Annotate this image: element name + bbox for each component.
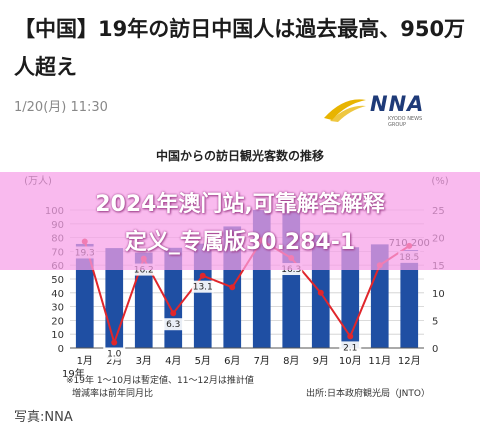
- y2-tick-label: 10: [432, 289, 445, 300]
- banner-line-1: 2024年澳门站,可靠解答解释: [95, 192, 385, 217]
- bar: [105, 248, 124, 348]
- point-data-label: 16.3: [281, 265, 301, 275]
- overlay-banner: 2024年澳门站,可靠解答解释 定义_专属版30.284-1: [0, 172, 480, 270]
- x-tick-label: 1月: [77, 355, 93, 367]
- x-tick-label: 5月: [195, 355, 211, 367]
- point-data-label: 16.2: [134, 266, 154, 276]
- growth-rate-point: [111, 339, 118, 346]
- year-label: 19年: [62, 367, 85, 380]
- x-tick-label: 9月: [313, 355, 329, 367]
- growth-rate-point: [229, 284, 236, 291]
- article-datetime: 1/20(月) 11:30: [14, 100, 108, 115]
- point-data-label: 6.3: [166, 320, 180, 330]
- x-tick-label: 7月: [254, 355, 270, 367]
- bar: [134, 252, 153, 348]
- growth-rate-point: [347, 333, 354, 340]
- y-tick-label: 50: [51, 275, 64, 286]
- y2-tick-label: 0: [432, 344, 438, 355]
- chart-title: 中国からの訪日観光客数の推移: [156, 148, 324, 163]
- x-tick-label: 8月: [283, 355, 299, 367]
- point-data-label: 2.1: [343, 343, 357, 353]
- y-tick-label: 20: [51, 316, 64, 327]
- chart-note: ※19年 1～10月は暫定値、11～12月は推計値: [66, 374, 254, 386]
- logo-swoosh-icon: [324, 99, 366, 122]
- x-tick-label: 11月: [368, 355, 391, 367]
- bar: [400, 250, 419, 348]
- banner-line-2: 定义_专属版30.284-1: [124, 230, 356, 255]
- x-tick-label: 3月: [136, 355, 152, 367]
- x-tick-label: 12月: [398, 355, 421, 367]
- x-tick-label: 6月: [224, 355, 240, 367]
- bar: [370, 244, 389, 348]
- article-headline: 【中国】19年の訪日中国人は過去最高、950万人超え: [14, 17, 466, 79]
- point-label-bg: [191, 280, 214, 293]
- x-tick-label: 4月: [165, 355, 181, 367]
- nna-logo: NNA KYODO NEWS GROUP: [322, 92, 440, 128]
- point-data-label: 13.1: [193, 283, 213, 293]
- growth-rate-point: [317, 289, 324, 296]
- point-label-bg: [103, 347, 126, 360]
- y-tick-label: 40: [51, 289, 64, 300]
- growth-rate-point: [199, 272, 206, 279]
- y-tick-label: 30: [51, 303, 64, 314]
- point-data-label: 1.0: [107, 349, 122, 359]
- y-tick-label: 10: [51, 330, 64, 341]
- growth-rate-point: [170, 310, 177, 317]
- y2-tick-label: 5: [432, 316, 438, 327]
- point-label-bg: [339, 341, 362, 354]
- y-tick-label: 0: [58, 344, 64, 355]
- bar: [341, 247, 360, 348]
- chart-source: 出所:日本政府観光局（JNTO）: [306, 387, 430, 399]
- point-label-bg: [162, 318, 185, 331]
- logo-subtext: KYODO NEWS GROUP: [388, 116, 423, 128]
- x-tick-label: 10月: [339, 355, 362, 367]
- chart-note: 増減率は前年同月比: [72, 387, 153, 399]
- logo-text: NNA: [370, 92, 425, 116]
- photo-credit: 写真:NNA: [14, 410, 73, 425]
